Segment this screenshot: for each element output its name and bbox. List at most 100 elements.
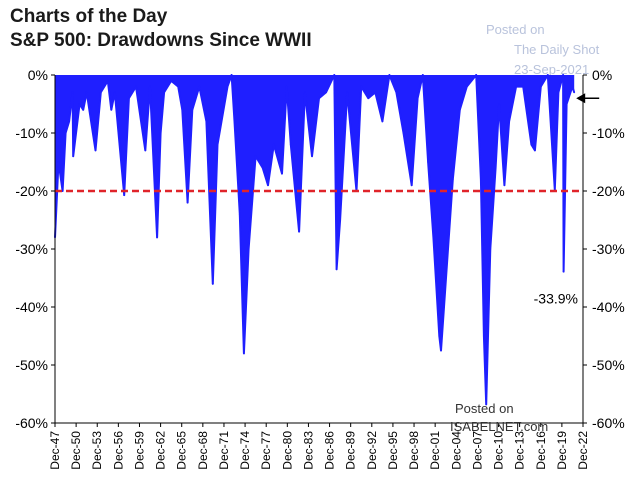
x-tick-label: Dec-71 <box>217 431 231 470</box>
y-tick-label-left: 0% <box>28 67 48 83</box>
data-point <box>99 91 102 94</box>
data-point <box>530 143 533 146</box>
data-point <box>82 108 85 111</box>
x-tick-label: Dec-89 <box>344 431 358 470</box>
data-point <box>346 91 349 94</box>
data-point <box>432 236 435 239</box>
data-point <box>85 91 88 94</box>
data-point <box>181 108 184 111</box>
data-point <box>360 85 363 88</box>
watermark-source: The Daily Shot <box>514 42 600 57</box>
annotation-label: -33.9% <box>534 291 578 307</box>
data-point <box>557 91 560 94</box>
data-point <box>416 97 419 100</box>
data-point <box>388 74 391 76</box>
y-tick-label-left: -20% <box>15 183 48 199</box>
data-point <box>498 103 500 105</box>
data-point <box>110 108 113 111</box>
data-point <box>254 155 257 158</box>
y-tick-label-right: 0% <box>592 67 612 83</box>
x-tick-label: Dec-19 <box>555 431 569 470</box>
data-point <box>508 120 510 123</box>
data-point <box>267 184 269 187</box>
x-tick-label: Dec-47 <box>48 431 62 470</box>
x-tick-label: Dec-50 <box>69 431 83 470</box>
data-point <box>443 306 445 308</box>
data-point <box>144 149 147 152</box>
data-point <box>438 335 441 337</box>
data-point <box>205 120 208 123</box>
data-point <box>170 79 173 82</box>
data-point <box>64 132 67 134</box>
watermark-date: 23-Sep-2021 <box>514 62 590 77</box>
data-point <box>339 219 341 221</box>
data-point <box>374 91 377 94</box>
data-point <box>243 352 245 355</box>
data-point <box>534 149 536 152</box>
data-point <box>238 213 241 216</box>
data-point <box>483 335 485 337</box>
y-tick-label-left: -30% <box>15 241 48 257</box>
x-tick-label: Dec-56 <box>111 431 125 470</box>
y-tick-label-right: -50% <box>592 357 625 373</box>
data-point <box>522 85 525 88</box>
data-point <box>272 143 275 146</box>
x-tick-label: Dec-53 <box>90 431 104 470</box>
data-point <box>304 91 306 94</box>
x-tick-label: Dec-59 <box>132 431 146 470</box>
data-point <box>335 268 338 271</box>
data-point <box>565 103 568 105</box>
x-tick-label: Dec-01 <box>428 431 442 470</box>
data-point <box>94 149 97 152</box>
data-point <box>156 236 159 239</box>
y-tick-label-right: -30% <box>592 241 625 257</box>
x-tick-label: Dec-04 <box>449 431 463 470</box>
data-point <box>562 270 565 273</box>
data-point <box>233 120 236 123</box>
data-point <box>230 74 233 76</box>
data-point <box>163 91 166 94</box>
data-point <box>177 85 180 88</box>
data-point <box>515 85 517 88</box>
chart-kicker: Charts of the Day <box>10 6 168 27</box>
x-tick-label: Dec-83 <box>301 431 315 470</box>
x-tick-label: Dec-16 <box>534 431 548 470</box>
data-point <box>211 282 214 285</box>
x-tick-label: Dec-07 <box>470 431 484 470</box>
x-tick-label: Dec-77 <box>259 431 273 470</box>
x-tick-label: Dec-13 <box>513 431 527 470</box>
data-point <box>333 74 336 76</box>
y-tick-label-right: -10% <box>592 125 625 141</box>
data-point <box>186 201 189 204</box>
y-tick-label-left: -60% <box>15 415 48 431</box>
data-point <box>289 143 292 146</box>
data-point <box>539 85 542 88</box>
data-point <box>381 120 384 123</box>
data-point <box>465 85 468 88</box>
axis-layer <box>51 74 587 427</box>
x-tick-label: Dec-80 <box>280 431 294 470</box>
data-point <box>285 85 288 88</box>
data-point <box>503 184 506 187</box>
data-point <box>198 85 201 88</box>
chart-titles: Charts of the Day S&P 500: Drawdowns Sin… <box>10 5 312 53</box>
data-point <box>451 178 454 181</box>
data-point <box>427 161 429 163</box>
data-point <box>573 91 576 94</box>
data-point <box>149 85 151 88</box>
data-point <box>562 74 564 76</box>
x-tick-label: Dec-86 <box>323 431 337 470</box>
data-point <box>247 248 250 250</box>
data-point <box>480 178 482 181</box>
y-tick-label-left: -10% <box>15 125 48 141</box>
data-point <box>78 103 81 105</box>
x-tick-label: Dec-92 <box>365 431 379 470</box>
data-point <box>113 91 116 94</box>
x-tick-label: Dec-62 <box>154 431 168 470</box>
data-point <box>318 97 320 100</box>
data-point <box>216 143 219 146</box>
data-point <box>135 85 137 88</box>
data-point <box>298 230 300 233</box>
data-point <box>395 91 398 94</box>
